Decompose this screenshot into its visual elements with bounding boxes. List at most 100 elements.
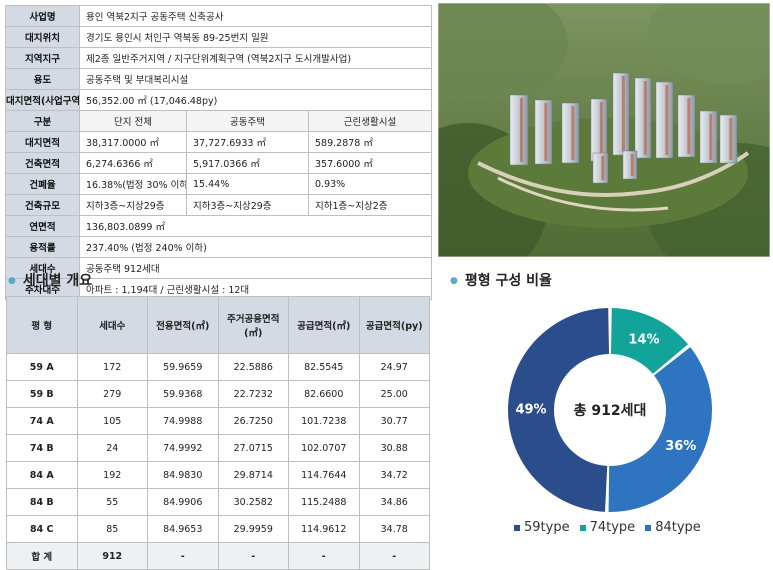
info-row: 세대수 공동주택 912세대	[5, 257, 432, 279]
info-value: 37,727.6933 ㎡	[186, 131, 309, 153]
project-info-table: 사업명 용인 역북2지구 공동주택 신축공사 대지위치 경기도 용인시 처인구 역북동…	[5, 5, 432, 300]
unit-type-cell: 84 B	[6, 488, 78, 516]
info-label: 세대수	[5, 257, 80, 279]
info-value: 용인 역북2지구 공동주택 신축공사	[79, 5, 432, 27]
info-value: 지하1층~지상2층	[308, 194, 432, 216]
tower-accent-stripe	[729, 118, 733, 160]
info-row: 사업명 용인 역북2지구 공동주택 신축공사	[5, 5, 432, 27]
info-row: 대지면적(사업구역) 56,352.00 ㎡ (17,046.48py)	[5, 89, 432, 111]
bullet-icon: ●	[8, 276, 16, 286]
unit-column-header: 세대수	[76, 296, 148, 354]
unit-value-cell: 105	[76, 407, 148, 435]
info-value: 공동주택 912세대	[79, 257, 432, 279]
info-row: 대지위치 경기도 용인시 처인구 역북동 89-25번지 일원	[5, 26, 432, 48]
info-value: 0.93%	[308, 173, 432, 195]
info-value: 136,803.0899 ㎡	[79, 215, 432, 237]
legend-swatch	[514, 524, 520, 531]
info-value: 공동주택 및 부대복리시설	[79, 68, 432, 90]
unit-value-cell: 29.8714	[217, 461, 289, 489]
unit-value-cell: 59.9368	[147, 380, 219, 408]
donut-slice-74type	[610, 308, 689, 374]
info-value: 지하3층~지상29층	[79, 194, 187, 216]
legend-label: 59type	[524, 520, 570, 535]
apartment-rendering-image	[438, 3, 770, 257]
info-label: 대지위치	[5, 26, 80, 48]
info-row: 건축규모 지하3층~지상29층 지하3층~지상29층 지하1층~지상2층	[5, 194, 432, 216]
unit-value-cell: 59.9659	[147, 353, 219, 381]
info-row: 건폐율 16.38%(법정 30% 이하) 15.44% 0.93%	[5, 173, 432, 195]
tower-accent-stripe	[544, 103, 548, 161]
table-row: 84 A 192 84.9830 29.8714 114.7644 34.72	[6, 461, 430, 489]
info-value: 15.44%	[186, 173, 309, 195]
unit-value-cell: 85	[76, 515, 148, 543]
info-label: 구분	[5, 110, 80, 132]
unit-value-cell: 84.9906	[147, 488, 219, 516]
table-row: 84 B 55 84.9906 30.2582 115.2488 34.86	[6, 488, 430, 516]
chart-section-title: ● 평형 구성 비율	[450, 270, 552, 290]
unit-value-cell: 24	[76, 434, 148, 462]
info-label: 건축면적	[5, 152, 80, 174]
info-label: 건폐율	[5, 173, 80, 195]
tower-accent-stripe	[601, 156, 605, 180]
tower-accent-stripe	[643, 81, 647, 155]
unit-type-cell: 59 B	[6, 380, 78, 408]
donut-slice-label: 14%	[628, 333, 659, 348]
unit-column-header: 평 형	[6, 296, 78, 354]
unit-value-cell: 82.6600	[288, 380, 360, 408]
legend-item: 59type	[514, 520, 570, 535]
unit-summary-table: 평 형 세대수 전용면적(㎡) 주거공용면적(㎡) 공급면적(㎡) 공급면적(py) 59…	[6, 296, 430, 570]
tower-accent-stripe	[630, 154, 634, 176]
info-value: 589.2878 ㎡	[308, 131, 432, 153]
info-row: 건축면적 6,274.6366 ㎡ 5,917.0366 ㎡ 357.6000 ㎡	[5, 152, 432, 174]
info-row: 연면적 136,803.0899 ㎡	[5, 215, 432, 237]
info-value: 지하3층~지상29층	[186, 194, 309, 216]
info-value: 237.40% (법정 240% 이하)	[79, 236, 432, 258]
table-row: 74 B 24 74.9992 27.0715 102.0707 30.88	[6, 434, 430, 462]
donut-center-label: 총 912세대	[574, 403, 647, 419]
tower-accent-stripe	[665, 85, 669, 155]
unit-type-cell: 59 A	[6, 353, 78, 381]
tower-building	[677, 94, 696, 158]
donut-slice-label: 49%	[515, 403, 546, 418]
unit-value-cell: 29.9959	[217, 515, 289, 543]
unit-value-cell: 84.9653	[147, 515, 219, 543]
unit-section-title-text: 세대별 개요	[22, 273, 93, 289]
info-row: 용적률 237.40% (법정 240% 이하)	[5, 236, 432, 258]
bullet-icon: ●	[450, 276, 458, 286]
unit-column-header: 전용면적(㎡)	[147, 296, 219, 354]
unit-type-cell: 84 A	[6, 461, 78, 489]
info-row: 대지면적 38,317.0000 ㎡ 37,727.6933 ㎡ 589.2878 ㎡	[5, 131, 432, 153]
tower-accent-stripe	[621, 76, 625, 152]
tower-building	[590, 98, 608, 162]
unit-value-cell: 34.86	[358, 488, 430, 516]
info-column-header: 공동주택	[186, 110, 309, 132]
unit-type-cell: 84 C	[6, 515, 78, 543]
unit-value-cell: 22.7232	[217, 380, 289, 408]
legend-swatch	[579, 524, 586, 531]
info-value: 56,352.00 ㎡ (17,046.48py)	[79, 89, 432, 111]
info-label: 대지면적	[5, 131, 80, 153]
unit-value-cell: -	[358, 542, 430, 570]
unit-value-cell: 74.9992	[147, 434, 219, 462]
unit-value-cell: 172	[76, 353, 148, 381]
tower-building	[699, 110, 718, 164]
tower-building	[612, 72, 630, 156]
tower-building	[655, 81, 674, 159]
info-label: 건축규모	[5, 194, 80, 216]
unit-value-cell: 30.77	[358, 407, 430, 435]
unit-value-cell: 114.9612	[288, 515, 360, 543]
table-row: 84 C 85 84.9653 29.9959 114.9612 34.78	[6, 515, 430, 543]
unit-value-cell: 30.2582	[217, 488, 289, 516]
tower-accent-stripe	[571, 106, 575, 160]
unit-value-cell: 30.88	[358, 434, 430, 462]
unit-value-cell: 84.9830	[147, 461, 219, 489]
unit-value-cell: 912	[76, 542, 148, 570]
unit-section-title: ● 세대별 개요	[8, 270, 92, 290]
info-split-header: 구분 단지 전체 공동주택 근린생활시설	[5, 110, 432, 132]
tower-accent-stripe	[687, 98, 691, 154]
donut-slice-label: 36%	[665, 439, 696, 454]
info-value: 5,917.0366 ㎡	[186, 152, 309, 174]
unit-value-cell: 74.9988	[147, 407, 219, 435]
legend-swatch	[645, 524, 652, 531]
unit-ratio-donut-chart: 14% 36% 49% 총 912세대	[507, 308, 712, 512]
